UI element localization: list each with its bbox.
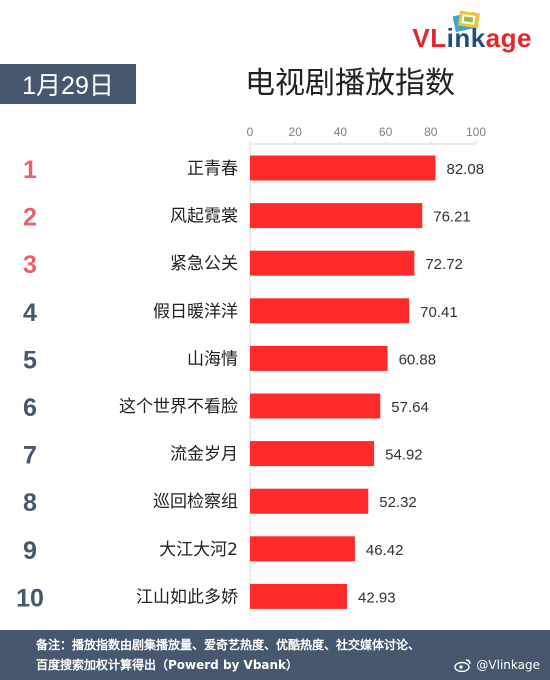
x-tick-label: 20 — [289, 125, 303, 139]
bar — [250, 250, 415, 276]
bar-chart: 0 20 40 60 80 100 1 正青春 82.08 2 风起霓裳 76.21 3 紧急公关 72.7… — [16, 125, 486, 617]
rank-number: 5 — [23, 346, 37, 374]
value-label: 57.64 — [391, 399, 429, 416]
weibo-handle: @Vlinkage — [476, 658, 540, 672]
frames-icon — [452, 10, 480, 33]
rank-number: 4 — [23, 299, 37, 327]
x-tick-label: 80 — [424, 125, 438, 139]
rank-number: 7 — [23, 442, 37, 470]
logo-text-v-l: VL — [412, 23, 447, 53]
bar — [250, 155, 436, 181]
bar — [250, 536, 355, 562]
footer: 备注：播放指数由剧集播放量、爱奇艺热度、优酷热度、社交媒体讨论、 百度搜索加权计… — [0, 630, 550, 680]
logo-text-ink: ink — [446, 23, 486, 53]
category-label: 正青春 — [187, 159, 238, 179]
x-tick-label: 40 — [334, 125, 348, 139]
category-label: 紧急公关 — [170, 254, 238, 274]
bar — [250, 345, 388, 371]
category-label: 江山如此多娇 — [136, 587, 238, 607]
value-label: 42.93 — [358, 589, 396, 606]
rank-number: 8 — [23, 489, 37, 517]
bar — [250, 298, 410, 324]
value-label: 82.08 — [447, 161, 485, 178]
value-label: 76.21 — [433, 209, 471, 226]
x-tick-label: 0 — [247, 125, 254, 139]
bar — [250, 488, 369, 514]
logo-text-age: age — [485, 23, 532, 53]
rank-number: 10 — [16, 584, 44, 612]
rank-number: 9 — [23, 537, 37, 565]
bar — [250, 583, 348, 609]
value-label: 54.92 — [385, 447, 423, 464]
value-label: 72.72 — [425, 256, 463, 273]
weibo-watermark: @Vlinkage — [454, 655, 540, 675]
category-label: 假日暖洋洋 — [153, 302, 238, 322]
bar — [250, 203, 423, 229]
rank-number: 3 — [23, 251, 37, 279]
logo-wordmark: VLinkage — [412, 23, 532, 54]
bar — [250, 441, 375, 467]
category-label: 山海情 — [187, 349, 238, 369]
category-label: 这个世界不看脸 — [119, 397, 238, 417]
footer-note-line1: 备注：播放指数由剧集播放量、爱奇艺热度、优酷热度、社交媒体讨论、 — [36, 638, 421, 652]
x-tick-label: 60 — [379, 125, 393, 139]
x-tick-label: 100 — [466, 125, 486, 139]
value-label: 60.88 — [399, 351, 437, 368]
page-title: 电视剧播放指数 — [245, 66, 455, 101]
footer-note-line2: 百度搜索加权计算得出（Powerd by Vbank） — [36, 658, 299, 672]
brand-logo: VLinkage — [402, 10, 532, 54]
date-badge: 1月29日 — [0, 64, 136, 104]
rank-number: 2 — [23, 204, 37, 232]
rank-number: 6 — [23, 394, 37, 422]
weibo-icon — [454, 659, 472, 672]
bar — [250, 393, 381, 419]
category-label: 大江大河2 — [159, 540, 238, 560]
category-label: 风起霓裳 — [170, 207, 238, 227]
category-label: 流金岁月 — [170, 445, 238, 465]
value-label: 46.42 — [366, 542, 404, 559]
category-label: 巡回检察组 — [153, 492, 238, 512]
rank-number: 1 — [23, 156, 37, 184]
value-label: 52.32 — [379, 494, 417, 511]
value-label: 70.41 — [420, 304, 458, 321]
